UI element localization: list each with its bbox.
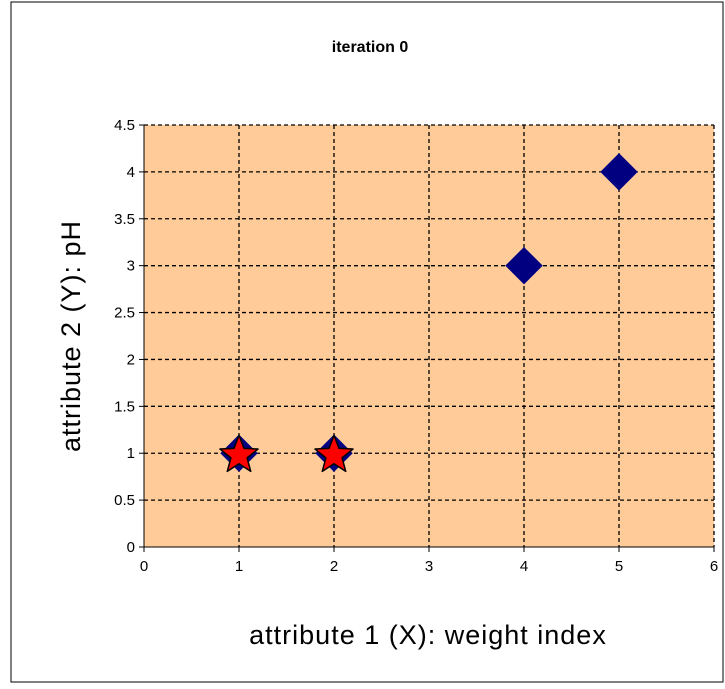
star-point — [219, 434, 259, 473]
y-tick-label: 1.5 — [114, 398, 135, 415]
x-tick-label: 0 — [140, 558, 148, 575]
x-tick-label: 4 — [520, 558, 528, 575]
x-tick-label: 6 — [710, 558, 718, 575]
y-tick-label: 0 — [127, 539, 135, 556]
x-tick-label: 2 — [330, 558, 338, 575]
y-tick-label: 4 — [127, 164, 135, 181]
diamond-point — [600, 153, 638, 191]
x-tick-label: 3 — [425, 558, 433, 575]
x-axis-label: attribute 1 (X): weight index — [249, 620, 607, 650]
y-tick-label: 2 — [127, 351, 135, 368]
y-tick-label: 0.5 — [114, 492, 135, 509]
y-axis-label: attribute 2 (Y): pH — [56, 220, 86, 452]
chart-title: iteration 0 — [332, 39, 409, 56]
data-points — [219, 153, 638, 473]
y-tick-label: 3 — [127, 258, 135, 275]
diamond-point — [505, 246, 543, 285]
y-tick-label: 1 — [127, 445, 135, 462]
y-tick-label: 3.5 — [114, 211, 135, 228]
y-tick-label: 2.5 — [114, 305, 135, 322]
star-point — [314, 434, 354, 473]
x-tick-label: 1 — [235, 558, 243, 575]
axes — [139, 124, 715, 552]
y-tick-label: 4.5 — [114, 117, 135, 134]
tick-labels: 0 1 2 3 4 5 6 0 0.5 1 1.5 2 2.5 3 3.5 4 4.5 — [114, 117, 718, 575]
x-tick-label: 5 — [615, 558, 623, 575]
